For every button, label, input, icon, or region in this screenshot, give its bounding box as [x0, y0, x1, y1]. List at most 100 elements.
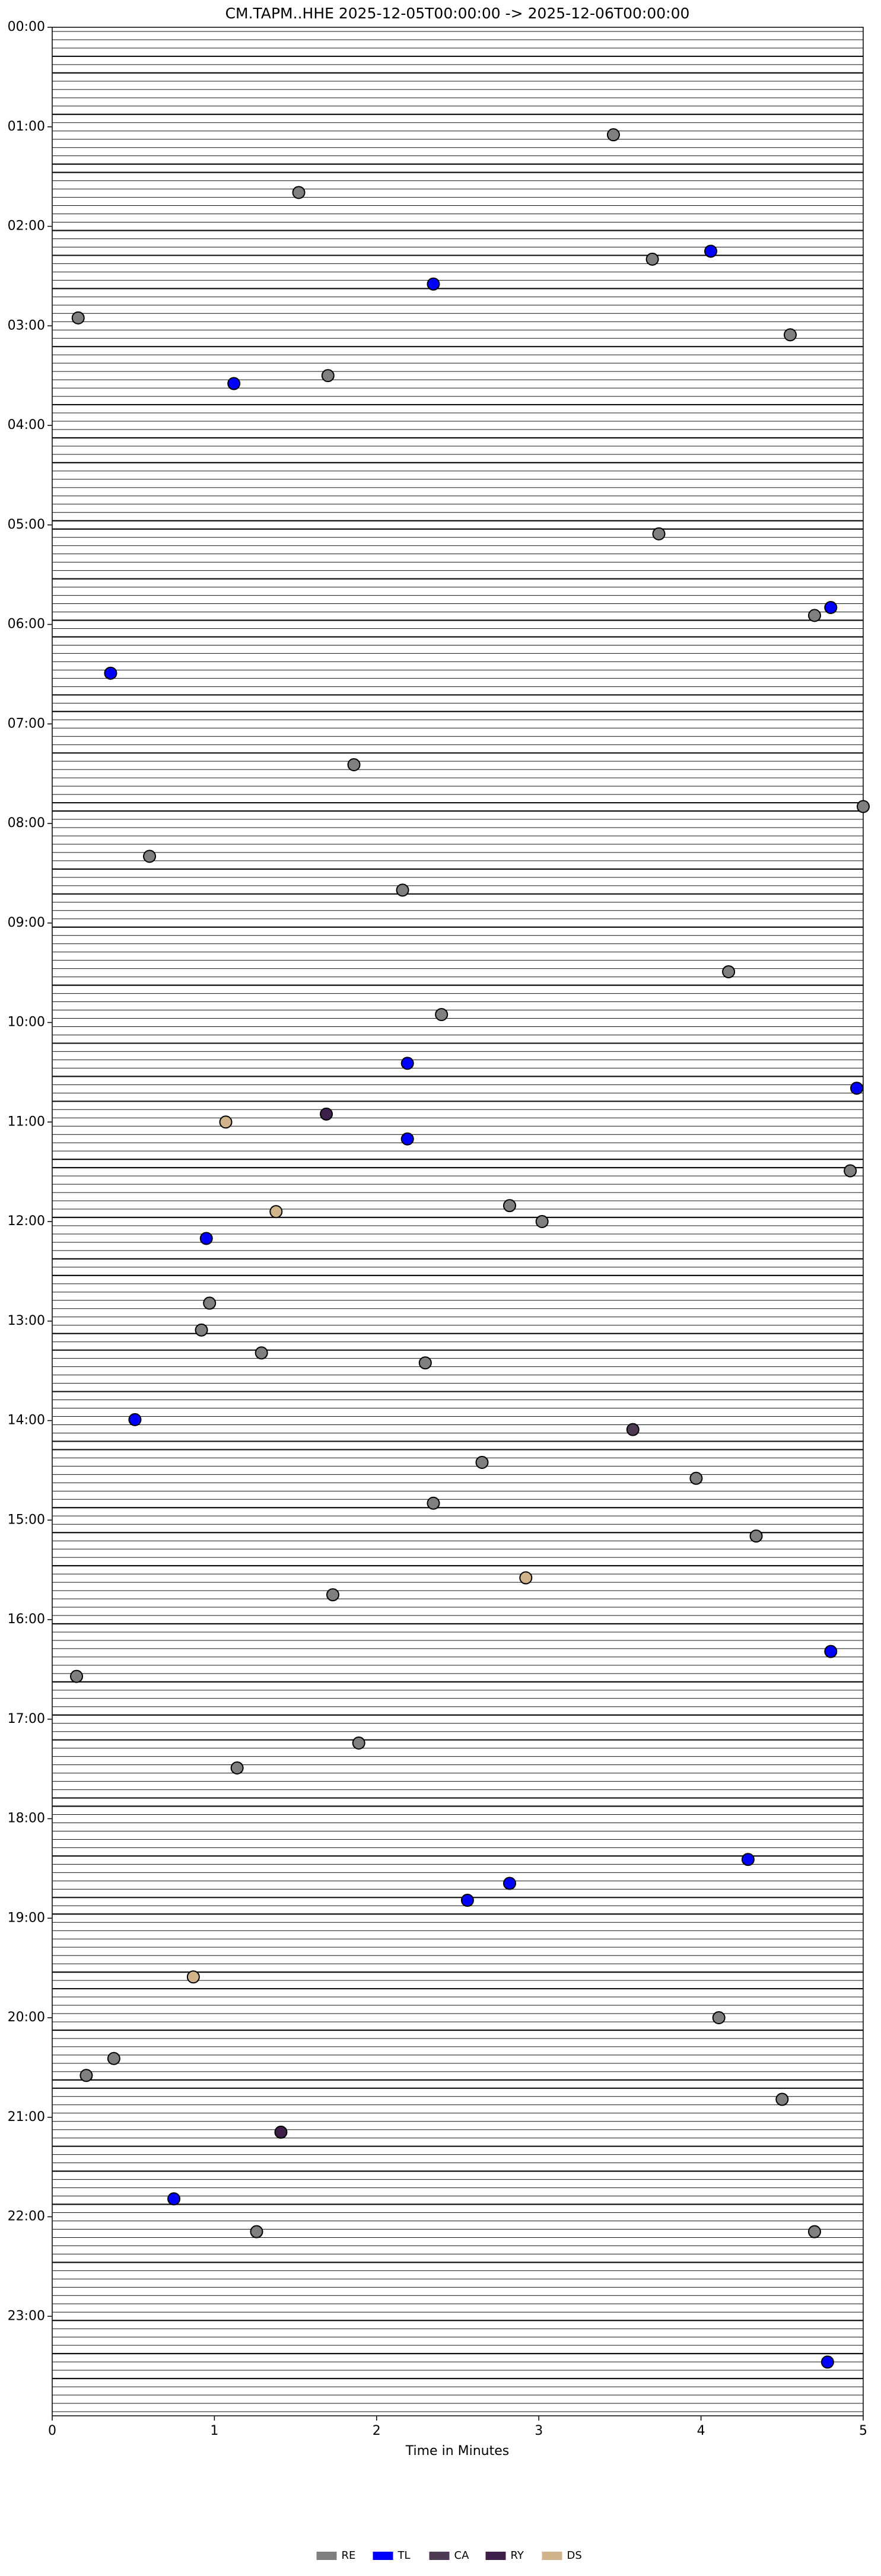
- event-marker: [70, 1669, 84, 1683]
- event-marker: [502, 1877, 516, 1890]
- y-tick-label: 18:00: [8, 1811, 45, 1826]
- x-axis-label: Time in Minutes: [405, 2444, 510, 2459]
- legend-swatch: [373, 2552, 393, 2560]
- event-marker: [219, 1115, 233, 1129]
- y-tick-label: 21:00: [8, 2110, 45, 2125]
- event-marker: [107, 2052, 120, 2065]
- legend-label: DS: [567, 2549, 582, 2562]
- legend-label: RY: [511, 2549, 524, 2562]
- event-marker: [352, 1737, 365, 1750]
- event-marker: [645, 252, 659, 266]
- event-marker: [535, 1215, 549, 1228]
- y-tick-label: 12:00: [8, 1214, 45, 1229]
- event-marker: [128, 1413, 142, 1426]
- event-marker: [844, 1164, 857, 1178]
- event-marker: [435, 1008, 449, 1022]
- x-tick-label: 5: [859, 2424, 867, 2438]
- legend-swatch: [542, 2552, 562, 2560]
- y-tick-label: 20:00: [8, 2010, 45, 2025]
- y-tick-label: 05:00: [8, 517, 45, 532]
- event-marker: [857, 800, 870, 813]
- event-marker: [418, 1356, 432, 1370]
- event-marker: [652, 527, 666, 540]
- event-marker: [326, 1588, 339, 1602]
- legend-swatch: [316, 2552, 337, 2560]
- y-tick-label: 06:00: [8, 617, 45, 632]
- event-marker: [626, 1423, 640, 1436]
- event-marker: [292, 186, 306, 199]
- event-marker: [167, 2192, 181, 2206]
- y-tick-label: 07:00: [8, 716, 45, 731]
- event-marker: [689, 1471, 703, 1485]
- legend-swatch: [429, 2552, 450, 2560]
- event-marker: [807, 2225, 821, 2238]
- event-marker: [820, 2355, 834, 2369]
- y-tick-label: 11:00: [8, 1114, 45, 1129]
- plot-frame: [52, 27, 864, 2416]
- legend-label: RE: [342, 2549, 356, 2562]
- event-marker: [255, 1346, 268, 1360]
- y-tick-label: 03:00: [8, 318, 45, 333]
- event-marker: [460, 1894, 474, 1907]
- event-marker: [143, 850, 157, 863]
- y-tick-label: 08:00: [8, 816, 45, 831]
- y-tick-label: 09:00: [8, 915, 45, 930]
- event-marker: [741, 1853, 755, 1866]
- chart-title: CM.TAPM..HHE 2025-12-05T00:00:00 -> 2025…: [225, 5, 690, 22]
- event-marker: [347, 758, 361, 772]
- event-marker: [269, 1205, 283, 1219]
- x-tick-label: 1: [210, 2424, 218, 2438]
- event-marker: [712, 2011, 726, 2024]
- y-tick-label: 04:00: [8, 418, 45, 432]
- y-tick-label: 00:00: [8, 20, 45, 34]
- event-marker: [400, 1132, 414, 1146]
- event-marker: [807, 609, 821, 622]
- x-tick-label: 0: [48, 2424, 56, 2438]
- event-marker: [704, 244, 718, 258]
- event-marker: [502, 1199, 516, 1213]
- event-marker: [783, 328, 797, 342]
- event-marker: [195, 1323, 208, 1337]
- y-tick-label: 22:00: [8, 2209, 45, 2224]
- legend-label: CA: [454, 2549, 470, 2562]
- event-marker: [227, 377, 241, 390]
- event-marker: [427, 277, 440, 291]
- event-marker: [230, 1761, 244, 1774]
- event-marker: [203, 1296, 217, 1310]
- event-marker: [186, 1970, 200, 1984]
- event-marker: [427, 1496, 440, 1510]
- event-marker: [274, 2125, 288, 2139]
- y-tick-label: 10:00: [8, 1015, 45, 1030]
- event-marker: [320, 1107, 333, 1121]
- x-tick-label: 2: [373, 2424, 381, 2438]
- event-marker: [396, 883, 409, 897]
- event-marker: [475, 1455, 489, 1469]
- x-tick-label: 3: [535, 2424, 543, 2438]
- event-marker: [824, 600, 838, 614]
- event-marker: [400, 1057, 414, 1070]
- y-tick-label: 16:00: [8, 1612, 45, 1627]
- y-tick-label: 19:00: [8, 1910, 45, 1925]
- event-marker: [824, 1645, 838, 1658]
- legend-swatch: [485, 2552, 506, 2560]
- y-tick-label: 02:00: [8, 219, 45, 234]
- y-tick-label: 13:00: [8, 1314, 45, 1328]
- event-marker: [749, 1529, 763, 1543]
- y-tick-label: 14:00: [8, 1413, 45, 1428]
- event-marker: [104, 666, 117, 680]
- event-marker: [71, 311, 85, 325]
- event-marker: [722, 965, 736, 978]
- event-marker: [250, 2225, 263, 2238]
- event-marker: [199, 1232, 213, 1245]
- event-marker: [321, 369, 335, 383]
- event-marker: [850, 1082, 864, 1095]
- y-tick-label: 01:00: [8, 119, 45, 134]
- event-marker: [775, 2092, 789, 2106]
- y-tick-label: 23:00: [8, 2308, 45, 2323]
- y-tick-label: 17:00: [8, 1712, 45, 1726]
- y-tick-label: 15:00: [8, 1512, 45, 1527]
- event-marker: [606, 128, 620, 142]
- event-marker: [79, 2069, 93, 2082]
